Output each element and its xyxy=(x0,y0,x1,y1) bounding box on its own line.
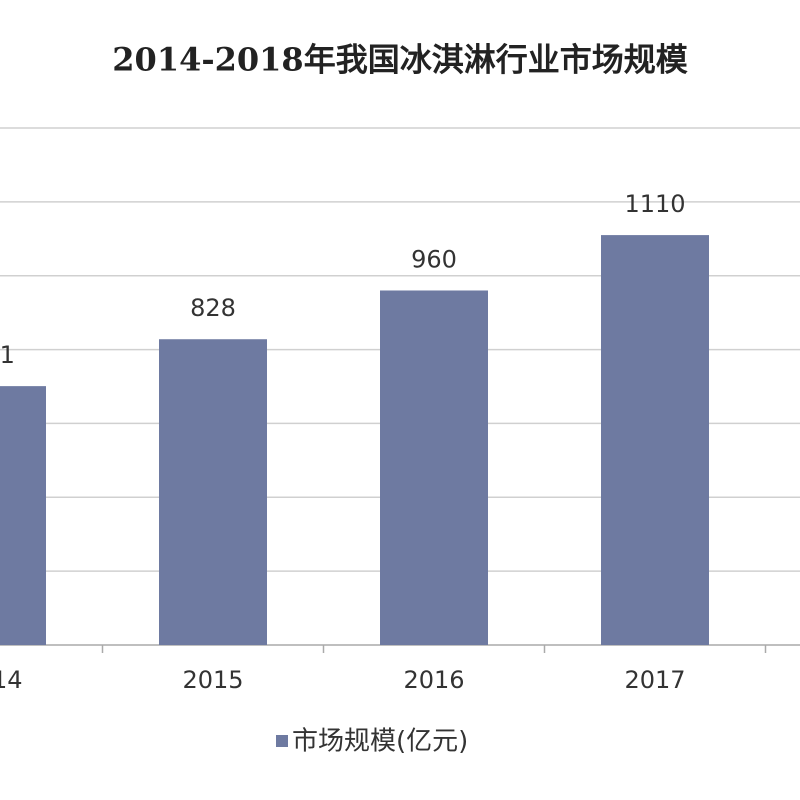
value-label: 1110 xyxy=(624,190,685,218)
bar xyxy=(601,235,709,646)
value-label: 960 xyxy=(411,245,457,273)
x-tick-label: 2015 xyxy=(182,666,243,694)
legend-swatch xyxy=(276,735,288,747)
x-tick-label: 2014 xyxy=(0,666,23,694)
value-label: 828 xyxy=(190,294,236,322)
bar xyxy=(380,290,488,645)
bar xyxy=(159,339,267,645)
x-tick-label: 2016 xyxy=(403,666,464,694)
chart-title: 2014-2018年我国冰淇淋行业市场规模 xyxy=(112,41,687,79)
legend-label: 市场规模(亿元) xyxy=(292,727,468,757)
value-label: 701 xyxy=(0,341,15,369)
x-tick-label: 2017 xyxy=(624,666,685,694)
bar xyxy=(0,386,46,645)
